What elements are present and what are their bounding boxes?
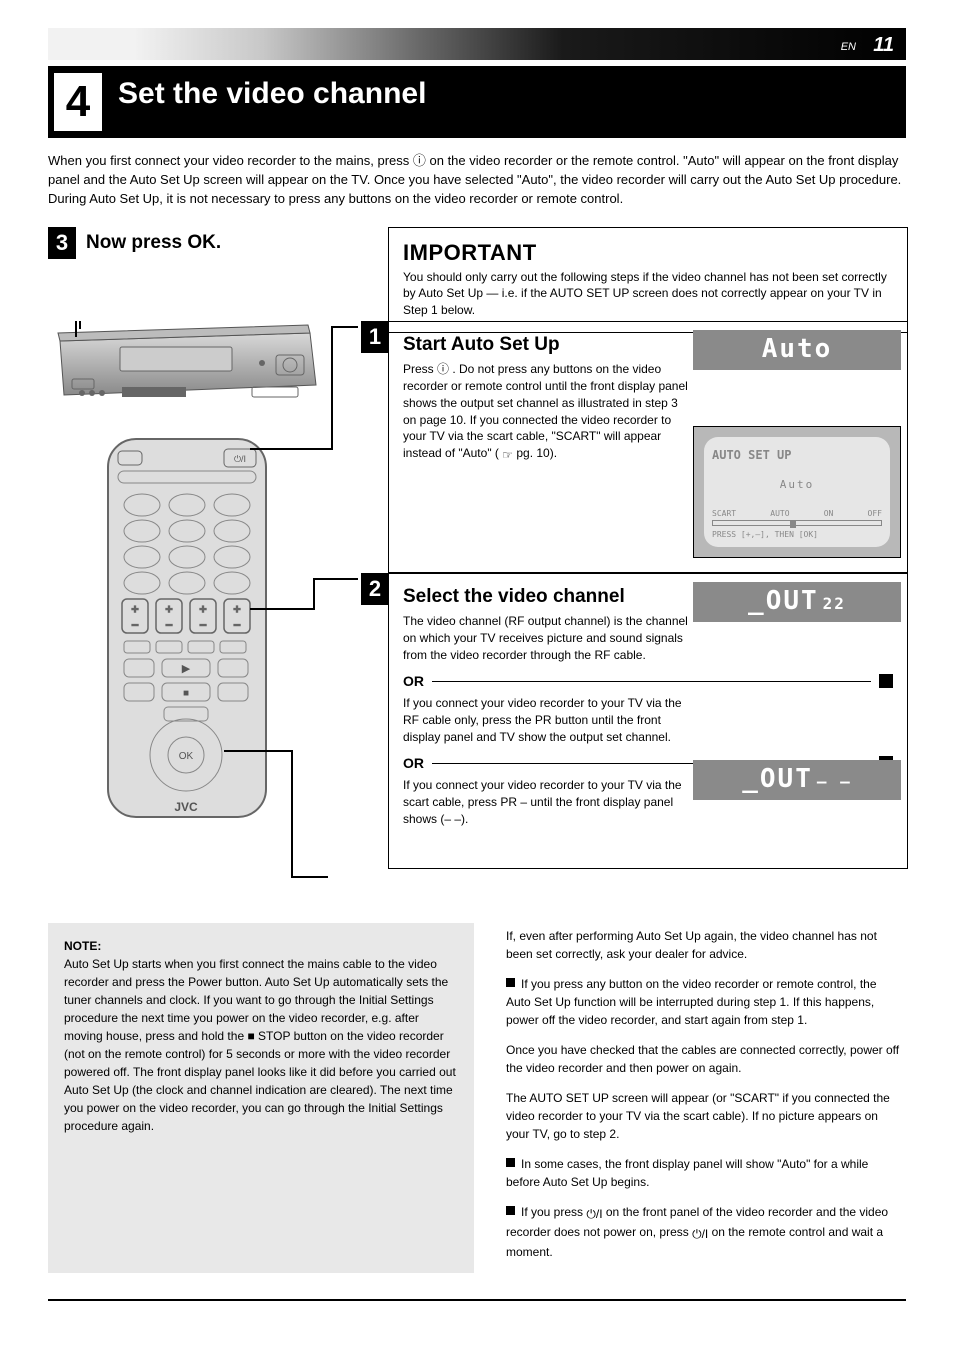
power-icon: ⏻/I (586, 1205, 602, 1223)
note-title: NOTE: (64, 939, 101, 953)
tv-opt-off: OFF (868, 509, 882, 520)
tv-title: AUTO SET UP (712, 447, 882, 463)
important-text: You should only carry out the following … (403, 269, 893, 318)
rc-p2-text: If you press any button on the video rec… (506, 977, 877, 1027)
bullet-icon (506, 1206, 515, 1215)
svg-text:−: − (199, 618, 206, 632)
intro-paragraph: When you first connect your video record… (48, 152, 906, 209)
or-label-1: OR (403, 672, 424, 692)
disp-out-b-small: – – (817, 771, 852, 793)
tv-slider-bar (712, 520, 882, 526)
hardware-column: ⏻/I + − + − + − + − ▶ ■ (48, 321, 358, 826)
tv-opt-scart: SCART (712, 509, 736, 520)
rc-p5: In some cases, the front display panel w… (506, 1155, 900, 1191)
step-2-or-1: OR (403, 672, 893, 692)
tv-options-row: SCART AUTO ON OFF (712, 509, 882, 520)
step-1-box: 1 Start Auto Set Up Press ⓘ . Do not pre… (388, 321, 908, 573)
page-ref-icon: ☞ (502, 447, 513, 464)
step-2-or1-text: If you connect your video recorder to yo… (403, 695, 693, 745)
svg-text:+: + (131, 602, 138, 616)
tv-opt-on: ON (824, 509, 834, 520)
disp-out-a-small: 22 (823, 593, 846, 615)
rc-p3: Once you have checked that the cables ar… (506, 1041, 900, 1077)
or-label-2: OR (403, 754, 424, 774)
disp-out-a: _OUT (748, 584, 819, 619)
or-square-1 (879, 674, 893, 688)
step-2-intro: The video channel (RF output channel) is… (403, 613, 693, 663)
rc-p6: If you press ⏻/I on the front panel of t… (506, 1203, 900, 1261)
rc-p4: The AUTO SET UP screen will appear (or "… (506, 1089, 900, 1143)
bullet-icon (506, 978, 515, 987)
vcr-display-out22: _OUT22 (693, 582, 901, 622)
svg-text:■: ■ (183, 688, 189, 699)
important-box: IMPORTANT You should only carry out the … (388, 227, 908, 333)
tv-screen: AUTO SET UP Auto SCART AUTO ON OFF PRESS… (693, 426, 901, 558)
step-1-body-b: pg. 10). (516, 446, 557, 460)
svg-text:OK: OK (179, 751, 194, 762)
step-3-number: 3 (48, 227, 76, 259)
step-1-number: 1 (361, 321, 389, 353)
section-number: 4 (54, 73, 102, 131)
page-header-gradient: EN 11 (48, 28, 906, 60)
note-body: Auto Set Up starts when you first connec… (64, 957, 456, 1133)
rc-p6-a: If you press (521, 1205, 586, 1219)
bottom-row: NOTE: Auto Set Up starts when you first … (48, 923, 906, 1273)
footer-rule (48, 1299, 906, 1301)
svg-text:⏻/I: ⏻/I (234, 454, 246, 464)
important-heading: IMPORTANT (403, 238, 893, 268)
power-icon: ⏻/I (692, 1225, 708, 1243)
step-1-body: Press ⓘ . Do not press any buttons on th… (403, 361, 693, 464)
section-title: Set the video channel (102, 66, 906, 115)
rc-p5-text: In some cases, the front display panel w… (506, 1157, 868, 1189)
svg-text:+: + (199, 602, 206, 616)
step-2-number: 2 (361, 573, 389, 605)
vcr-display-auto-text: Auto (762, 332, 833, 367)
svg-text:−: − (233, 618, 240, 632)
note-box: NOTE: Auto Set Up starts when you first … (48, 923, 474, 1273)
rc-p1: If, even after performing Auto Set Up ag… (506, 927, 900, 963)
vcr-display-out-dash: _OUT– – (693, 760, 901, 800)
step-2-box: 2 Select the video channel The video cha… (388, 573, 908, 869)
tv-mid: Auto (712, 478, 882, 493)
bullet-icon (506, 1158, 515, 1167)
tv-screen-content: AUTO SET UP Auto SCART AUTO ON OFF PRESS… (704, 437, 890, 547)
svg-text:−: − (131, 618, 138, 632)
right-column: If, even after performing Auto Set Up ag… (496, 923, 906, 1273)
svg-text:JVC: JVC (174, 800, 198, 814)
svg-text:+: + (165, 602, 172, 616)
disp-out-b: _OUT (742, 762, 813, 797)
vcr-illustration (52, 321, 320, 411)
tv-footer: PRESS [+,–], THEN [OK] (712, 530, 882, 541)
vcr-display-auto: Auto (693, 330, 901, 370)
svg-text:+: + (233, 602, 240, 616)
svg-text:▶: ▶ (182, 663, 191, 675)
rc-p2: If you press any button on the video rec… (506, 975, 900, 1029)
page-number: 11 (873, 32, 894, 59)
svg-text:−: − (165, 618, 172, 632)
step-2-or2-text: If you connect your video recorder to yo… (403, 777, 693, 827)
page-lang-label: EN (841, 40, 856, 55)
remote-illustration: ⏻/I + − + − + − + − ▶ ■ (104, 435, 270, 821)
section-title-bar: 4 Set the video channel (48, 66, 906, 138)
tv-opt-auto: AUTO (770, 509, 789, 520)
